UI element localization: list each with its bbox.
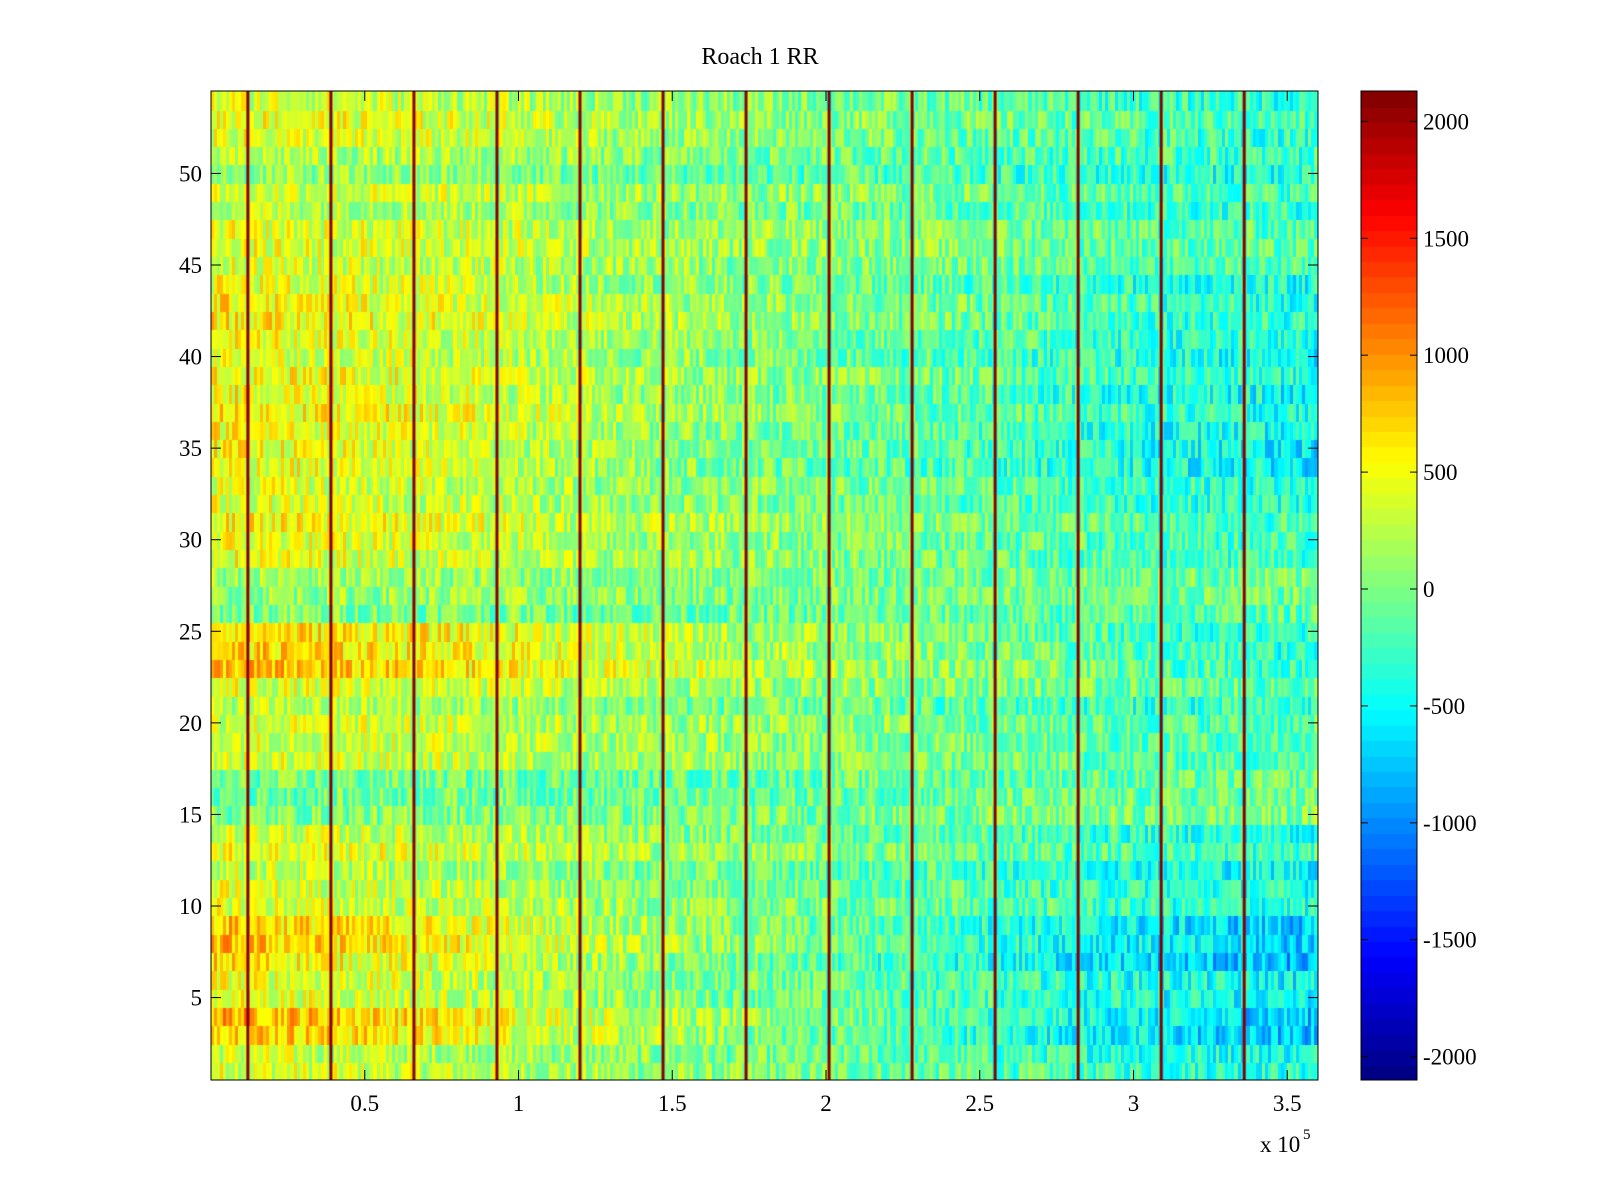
colorbar-tick-label: 500 <box>1423 460 1458 485</box>
y-tick-label: 40 <box>179 345 202 370</box>
colorbar-tick-label: -2000 <box>1423 1045 1477 1070</box>
colorbar-tick-label: 1500 <box>1423 226 1469 251</box>
x-tick-label: 3 <box>1128 1091 1140 1116</box>
x-tick-label: 2.5 <box>965 1091 994 1116</box>
y-axis: 5 10 15 20 25 30 35 40 45 50 <box>179 161 1318 1011</box>
colorbar-frame <box>1360 90 1418 1081</box>
colorbar-tick-label: -1000 <box>1423 811 1477 836</box>
colorbar-tick-label: 0 <box>1423 577 1435 602</box>
plot-frame <box>210 90 1319 1081</box>
x-tick-label: 0.5 <box>350 1091 379 1116</box>
x-multiplier-label: x 10 <box>1260 1132 1300 1157</box>
y-tick-label: 35 <box>179 436 202 461</box>
x-multiplier-exponent: 5 <box>1303 1127 1311 1143</box>
y-tick-label: 10 <box>179 894 202 919</box>
colorbar-tick-label: -500 <box>1423 694 1465 719</box>
y-tick-label: 30 <box>179 528 202 553</box>
y-tick-label: 45 <box>179 253 202 278</box>
y-tick-label: 5 <box>191 986 203 1011</box>
y-tick-label: 25 <box>179 619 202 644</box>
x-tick-label: 3.5 <box>1273 1091 1302 1116</box>
x-tick-label: 1.5 <box>658 1091 687 1116</box>
y-tick-label: 20 <box>179 711 202 736</box>
x-axis: 0.5 1 1.5 2 2.5 3 3.5 <box>350 91 1302 1116</box>
colorbar-tick-label: 2000 <box>1423 109 1469 134</box>
x-tick-label: 2 <box>820 1091 832 1116</box>
x-tick-label: 1 <box>513 1091 525 1116</box>
y-tick-label: 50 <box>179 161 202 186</box>
colorbar-axis: 2000 1500 1000 500 0 -500 -1000 -1500 -2000 <box>1361 109 1477 1070</box>
y-tick-label: 15 <box>179 802 202 827</box>
colorbar-tick-label: 1000 <box>1423 343 1469 368</box>
chart-title: Roach 1 RR <box>701 44 819 70</box>
heatmap-image <box>211 91 1318 1080</box>
colorbar-tick-label: -1500 <box>1423 928 1477 953</box>
colorbar-image <box>1361 91 1417 1080</box>
